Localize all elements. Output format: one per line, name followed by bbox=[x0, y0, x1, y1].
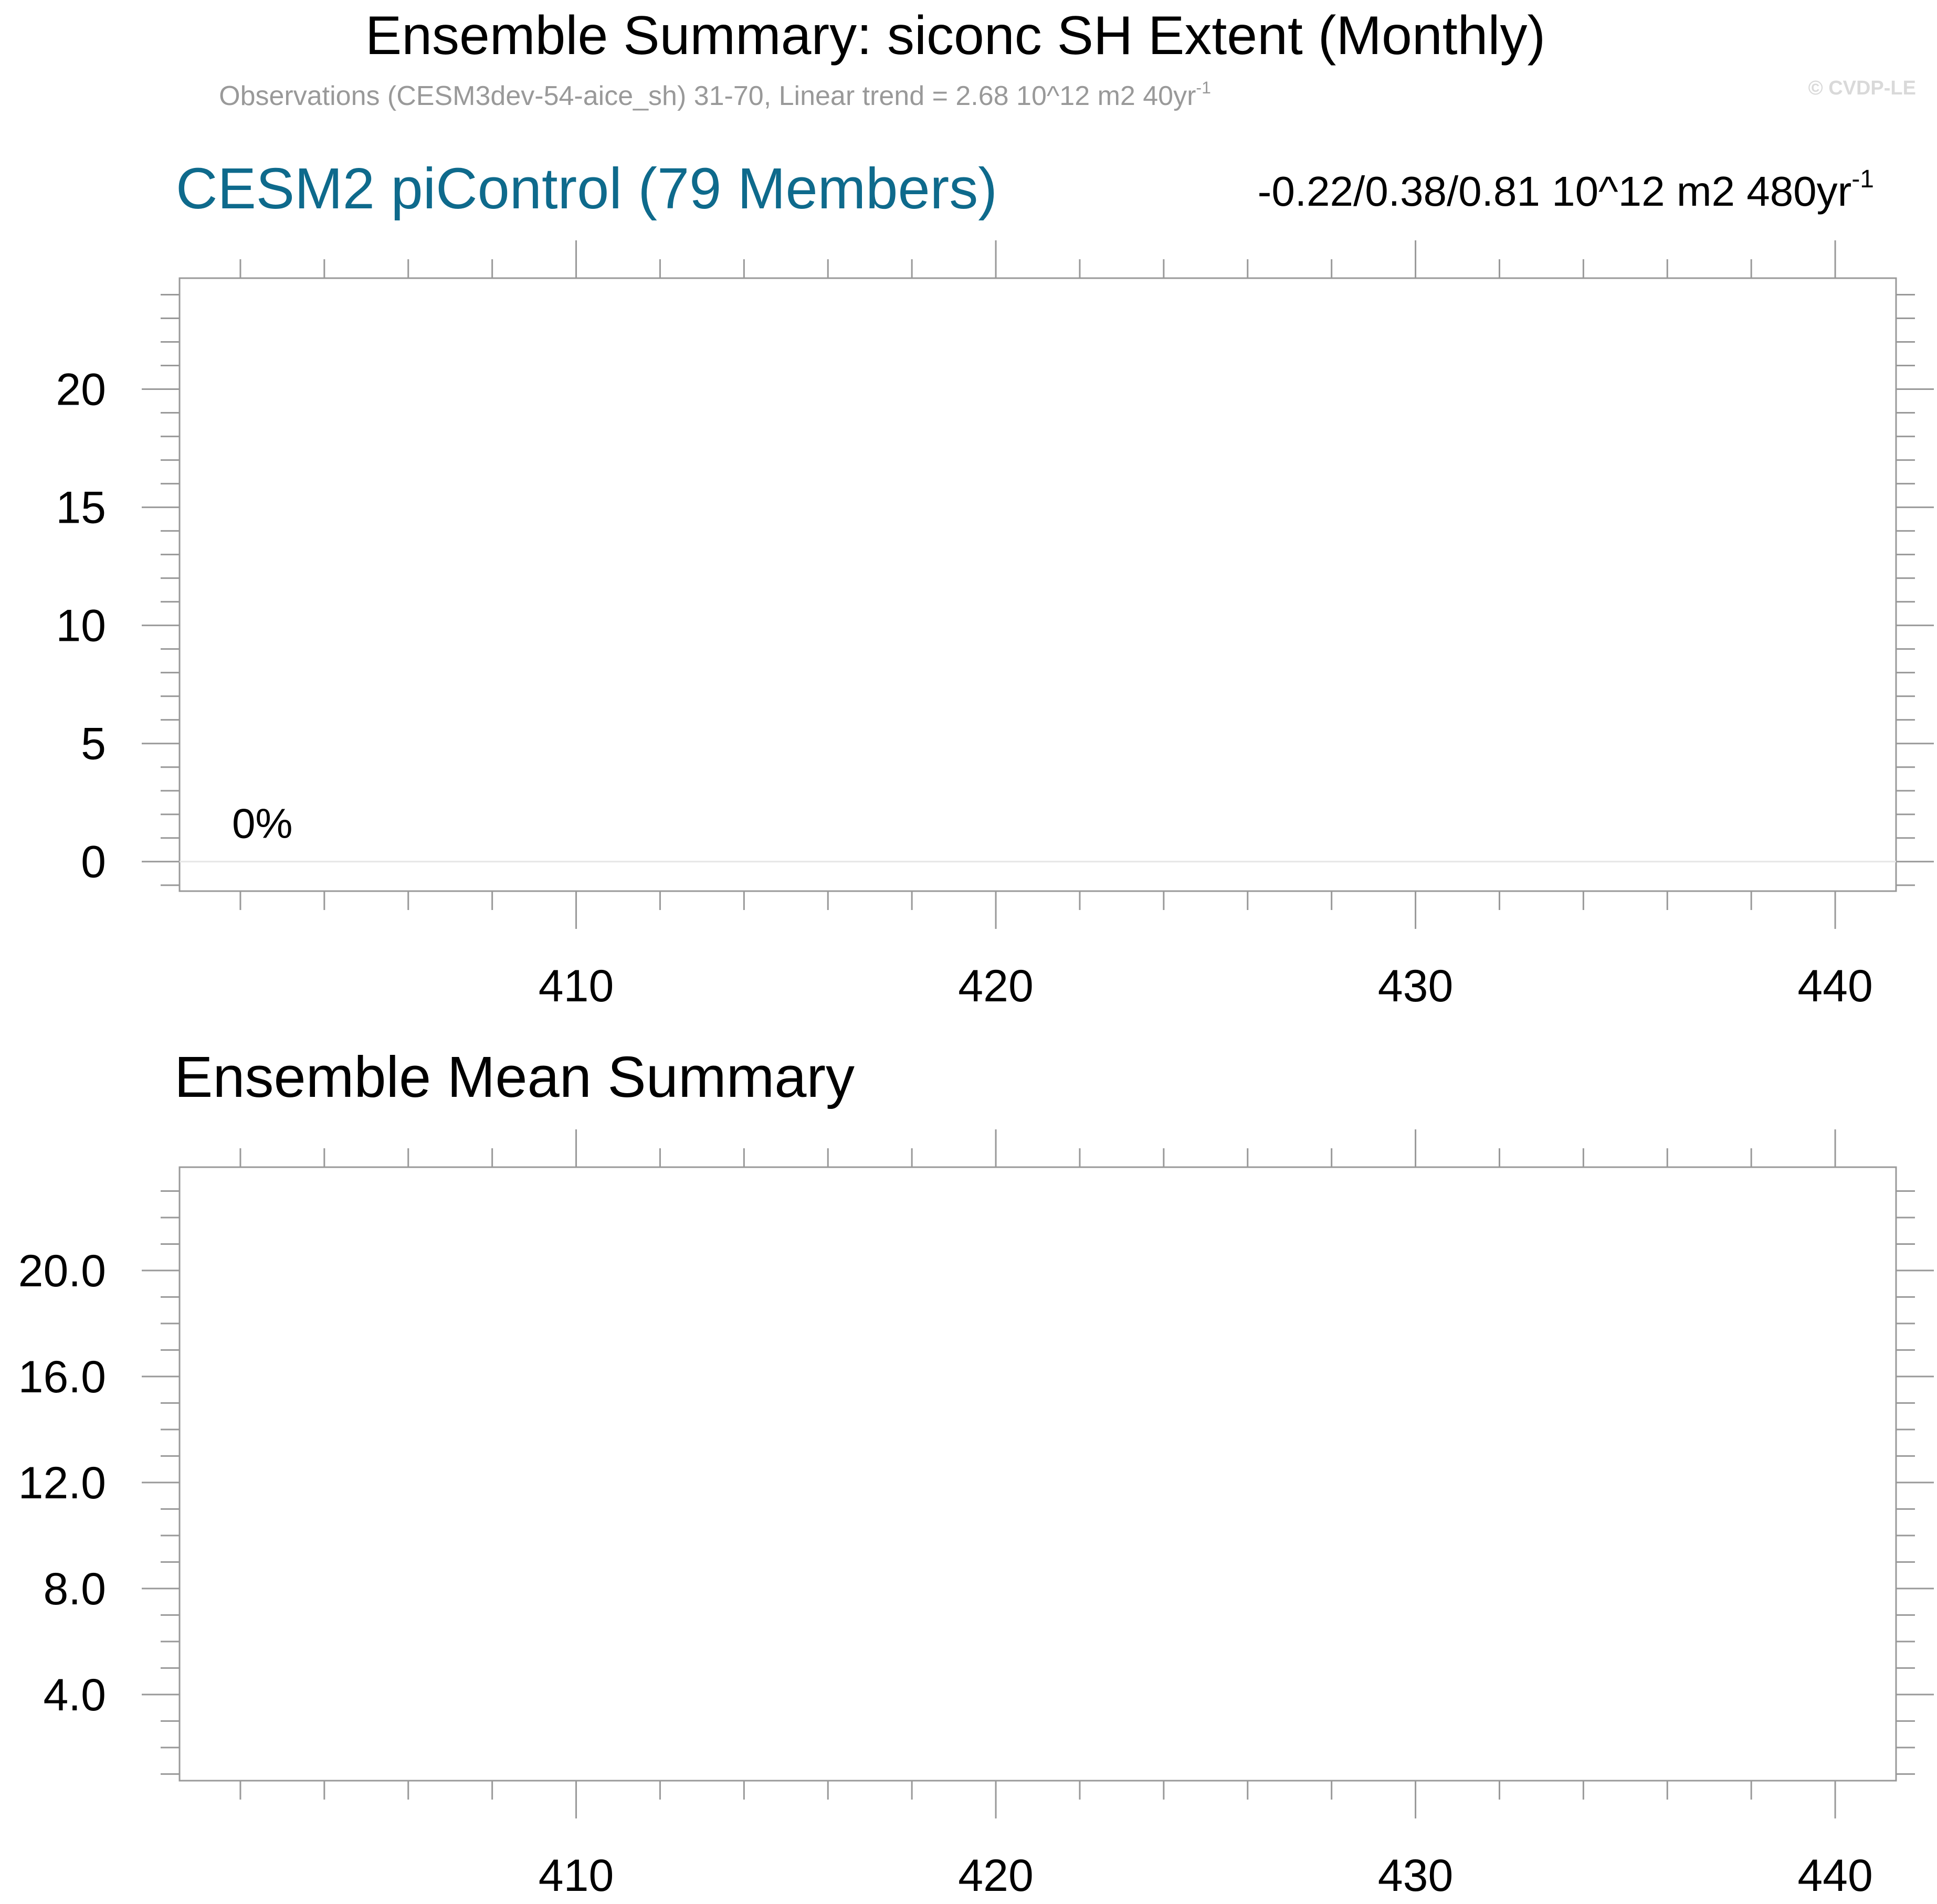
y-tick-label: 4.0 bbox=[43, 1670, 106, 1720]
ensemble-mean-summary-panel: Ensemble Mean Summary 410 420 430 440 4.0 8.0… bbox=[18, 1045, 1934, 1901]
y-tick-label: 5 bbox=[81, 719, 106, 769]
x-tick-label: 440 bbox=[1797, 961, 1873, 1011]
x-tick-label: 410 bbox=[539, 1850, 614, 1901]
x-tick-label: 430 bbox=[1378, 1850, 1454, 1901]
plot-frame bbox=[178, 277, 1897, 892]
panel-trend-label-sup: -1 bbox=[1851, 165, 1874, 193]
y-tick-label: 20 bbox=[56, 365, 106, 415]
y-tick-label: 20.0 bbox=[18, 1246, 106, 1296]
panel-trend-label-main: -0.22/0.38/0.81 10^12 m2 480yr bbox=[1258, 168, 1852, 215]
watermark: © CVDP-LE bbox=[1808, 77, 1916, 99]
panel-title: CESM2 piControl (79 Members) bbox=[176, 156, 997, 221]
panel-trend-label: -0.22/0.38/0.81 10^12 m2 480yr-1 bbox=[1258, 165, 1874, 215]
y-tick-label: 16.0 bbox=[18, 1352, 106, 1402]
panel-axes: 410 420 430 440 4.0 8.0 12.0 16.0 20.0 bbox=[18, 1129, 1934, 1901]
x-tick-label: 440 bbox=[1797, 1850, 1873, 1901]
y-tick-label: 8.0 bbox=[43, 1564, 106, 1614]
figure-subtitle: Observations (CESM3dev-54-aice_sh) 31-70… bbox=[219, 78, 1211, 111]
panel-title: Ensemble Mean Summary bbox=[174, 1045, 855, 1109]
ensemble-summary-panel: CESM2 piControl (79 Members) -0.22/0.38/… bbox=[56, 156, 1934, 1011]
y-tick-label: 10 bbox=[56, 601, 106, 651]
y-tick-label: 15 bbox=[56, 483, 106, 533]
figure-subtitle-sup: -1 bbox=[1196, 78, 1210, 97]
figure-subtitle-main: Observations (CESM3dev-54-aice_sh) 31-70… bbox=[219, 81, 1196, 111]
x-tick-label: 410 bbox=[539, 961, 614, 1011]
percent-annotation: 0% bbox=[232, 800, 293, 847]
panel-axes: 410 420 430 440 0 5 10 15 20 0% bbox=[56, 240, 1934, 1011]
x-tick-label: 430 bbox=[1378, 961, 1454, 1011]
y-tick-label: 0 bbox=[81, 837, 106, 887]
x-tick-label: 420 bbox=[958, 961, 1034, 1011]
plot-frame bbox=[178, 1166, 1897, 1782]
y-tick-label: 12.0 bbox=[18, 1458, 106, 1508]
figure-title: Ensemble Summary: siconc SH Extent (Mont… bbox=[365, 5, 1545, 66]
x-tick-label: 420 bbox=[958, 1850, 1034, 1901]
